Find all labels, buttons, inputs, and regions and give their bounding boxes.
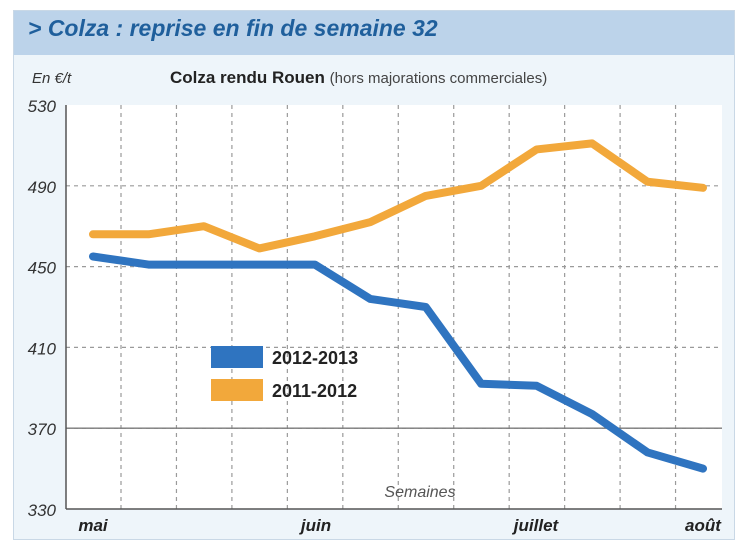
y-tick-label: 450	[28, 259, 57, 278]
y-tick-label: 530	[28, 97, 57, 116]
legend-label: 2012-2013	[272, 348, 358, 368]
chart-title-main: Colza rendu Rouen	[170, 68, 325, 87]
x-tick-label: août	[685, 516, 722, 535]
title-bar	[14, 11, 734, 55]
series-line-2011-2012	[89, 139, 707, 253]
legend-swatch	[211, 379, 263, 401]
x-tick-label: juin	[299, 516, 331, 535]
plot-area	[66, 105, 722, 509]
x-tick-label: juillet	[512, 516, 560, 535]
y-unit-label: En €/t	[32, 70, 72, 87]
x-tick-label: mai	[78, 516, 109, 535]
y-tick-label: 490	[28, 178, 57, 197]
page-title: > Colza : reprise en fin de semaine 32	[28, 15, 438, 41]
chart-title: Colza rendu Rouen (hors majorations comm…	[170, 68, 547, 88]
legend-swatch	[211, 346, 263, 368]
y-tick-label: 330	[28, 501, 57, 520]
x-axis-title: Semaines	[384, 484, 455, 501]
y-tick-label: 370	[28, 420, 57, 439]
legend-label: 2011-2012	[272, 381, 357, 401]
chart-title-sub: (hors majorations commerciales)	[329, 70, 548, 87]
y-tick-label: 410	[28, 339, 57, 358]
series-line-2012-2013	[89, 252, 707, 473]
